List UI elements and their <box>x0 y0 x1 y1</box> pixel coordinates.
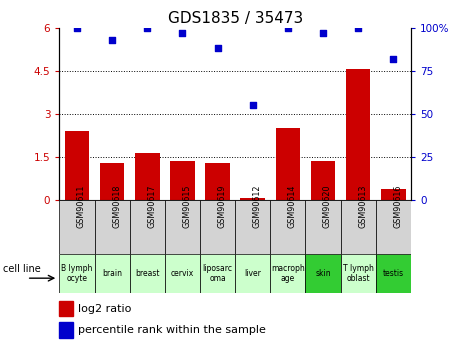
Text: GSM90611: GSM90611 <box>77 185 86 228</box>
Text: B lymph
ocyte: B lymph ocyte <box>61 264 93 283</box>
Bar <box>235 200 270 254</box>
Text: GSM90617: GSM90617 <box>147 185 156 228</box>
Bar <box>130 200 165 254</box>
Point <box>284 25 292 30</box>
Bar <box>311 161 335 200</box>
Bar <box>235 254 270 293</box>
Text: testis: testis <box>383 269 404 278</box>
Bar <box>100 163 124 200</box>
Text: GSM90614: GSM90614 <box>288 185 297 228</box>
Point <box>354 25 362 30</box>
Text: log2 ratio: log2 ratio <box>78 304 132 314</box>
Bar <box>305 254 341 293</box>
Bar <box>205 163 230 200</box>
Bar <box>200 200 235 254</box>
Bar <box>376 254 411 293</box>
Bar <box>341 200 376 254</box>
Bar <box>376 200 411 254</box>
Bar <box>165 254 200 293</box>
Bar <box>65 131 89 200</box>
Text: cell line: cell line <box>3 264 41 274</box>
Bar <box>95 200 130 254</box>
Text: GSM90615: GSM90615 <box>182 185 191 228</box>
Bar <box>305 200 341 254</box>
Point <box>108 37 116 42</box>
Bar <box>59 322 73 338</box>
Text: cervix: cervix <box>171 269 194 278</box>
Text: T lymph
oblast: T lymph oblast <box>342 264 373 283</box>
Text: liposarc
oma: liposarc oma <box>202 264 233 283</box>
Bar <box>200 254 235 293</box>
Bar <box>276 128 300 200</box>
Text: breast: breast <box>135 269 160 278</box>
Bar <box>381 189 406 200</box>
Point <box>73 25 81 30</box>
Bar <box>270 254 305 293</box>
Point <box>179 30 186 36</box>
Bar <box>170 161 195 200</box>
Point <box>390 56 397 61</box>
Text: macroph
age: macroph age <box>271 264 305 283</box>
Bar <box>240 198 265 200</box>
Bar <box>59 254 95 293</box>
Point <box>319 30 327 36</box>
Bar <box>95 254 130 293</box>
Point <box>143 25 151 30</box>
Bar <box>135 152 160 200</box>
Point <box>249 102 256 108</box>
Text: brain: brain <box>102 269 122 278</box>
Bar <box>341 254 376 293</box>
Title: GDS1835 / 35473: GDS1835 / 35473 <box>168 11 303 27</box>
Bar <box>59 200 95 254</box>
Text: GSM90616: GSM90616 <box>393 185 402 228</box>
Text: skin: skin <box>315 269 331 278</box>
Bar <box>270 200 305 254</box>
Bar <box>59 301 73 316</box>
Text: GSM90618: GSM90618 <box>112 185 121 228</box>
Text: GSM90619: GSM90619 <box>218 185 227 228</box>
Bar <box>165 200 200 254</box>
Text: percentile rank within the sample: percentile rank within the sample <box>78 325 266 335</box>
Bar <box>346 69 371 200</box>
Bar <box>130 254 165 293</box>
Text: GSM90620: GSM90620 <box>323 185 332 228</box>
Text: GSM90613: GSM90613 <box>358 185 367 228</box>
Text: GSM90612: GSM90612 <box>253 185 262 228</box>
Point <box>214 46 221 51</box>
Text: liver: liver <box>244 269 261 278</box>
